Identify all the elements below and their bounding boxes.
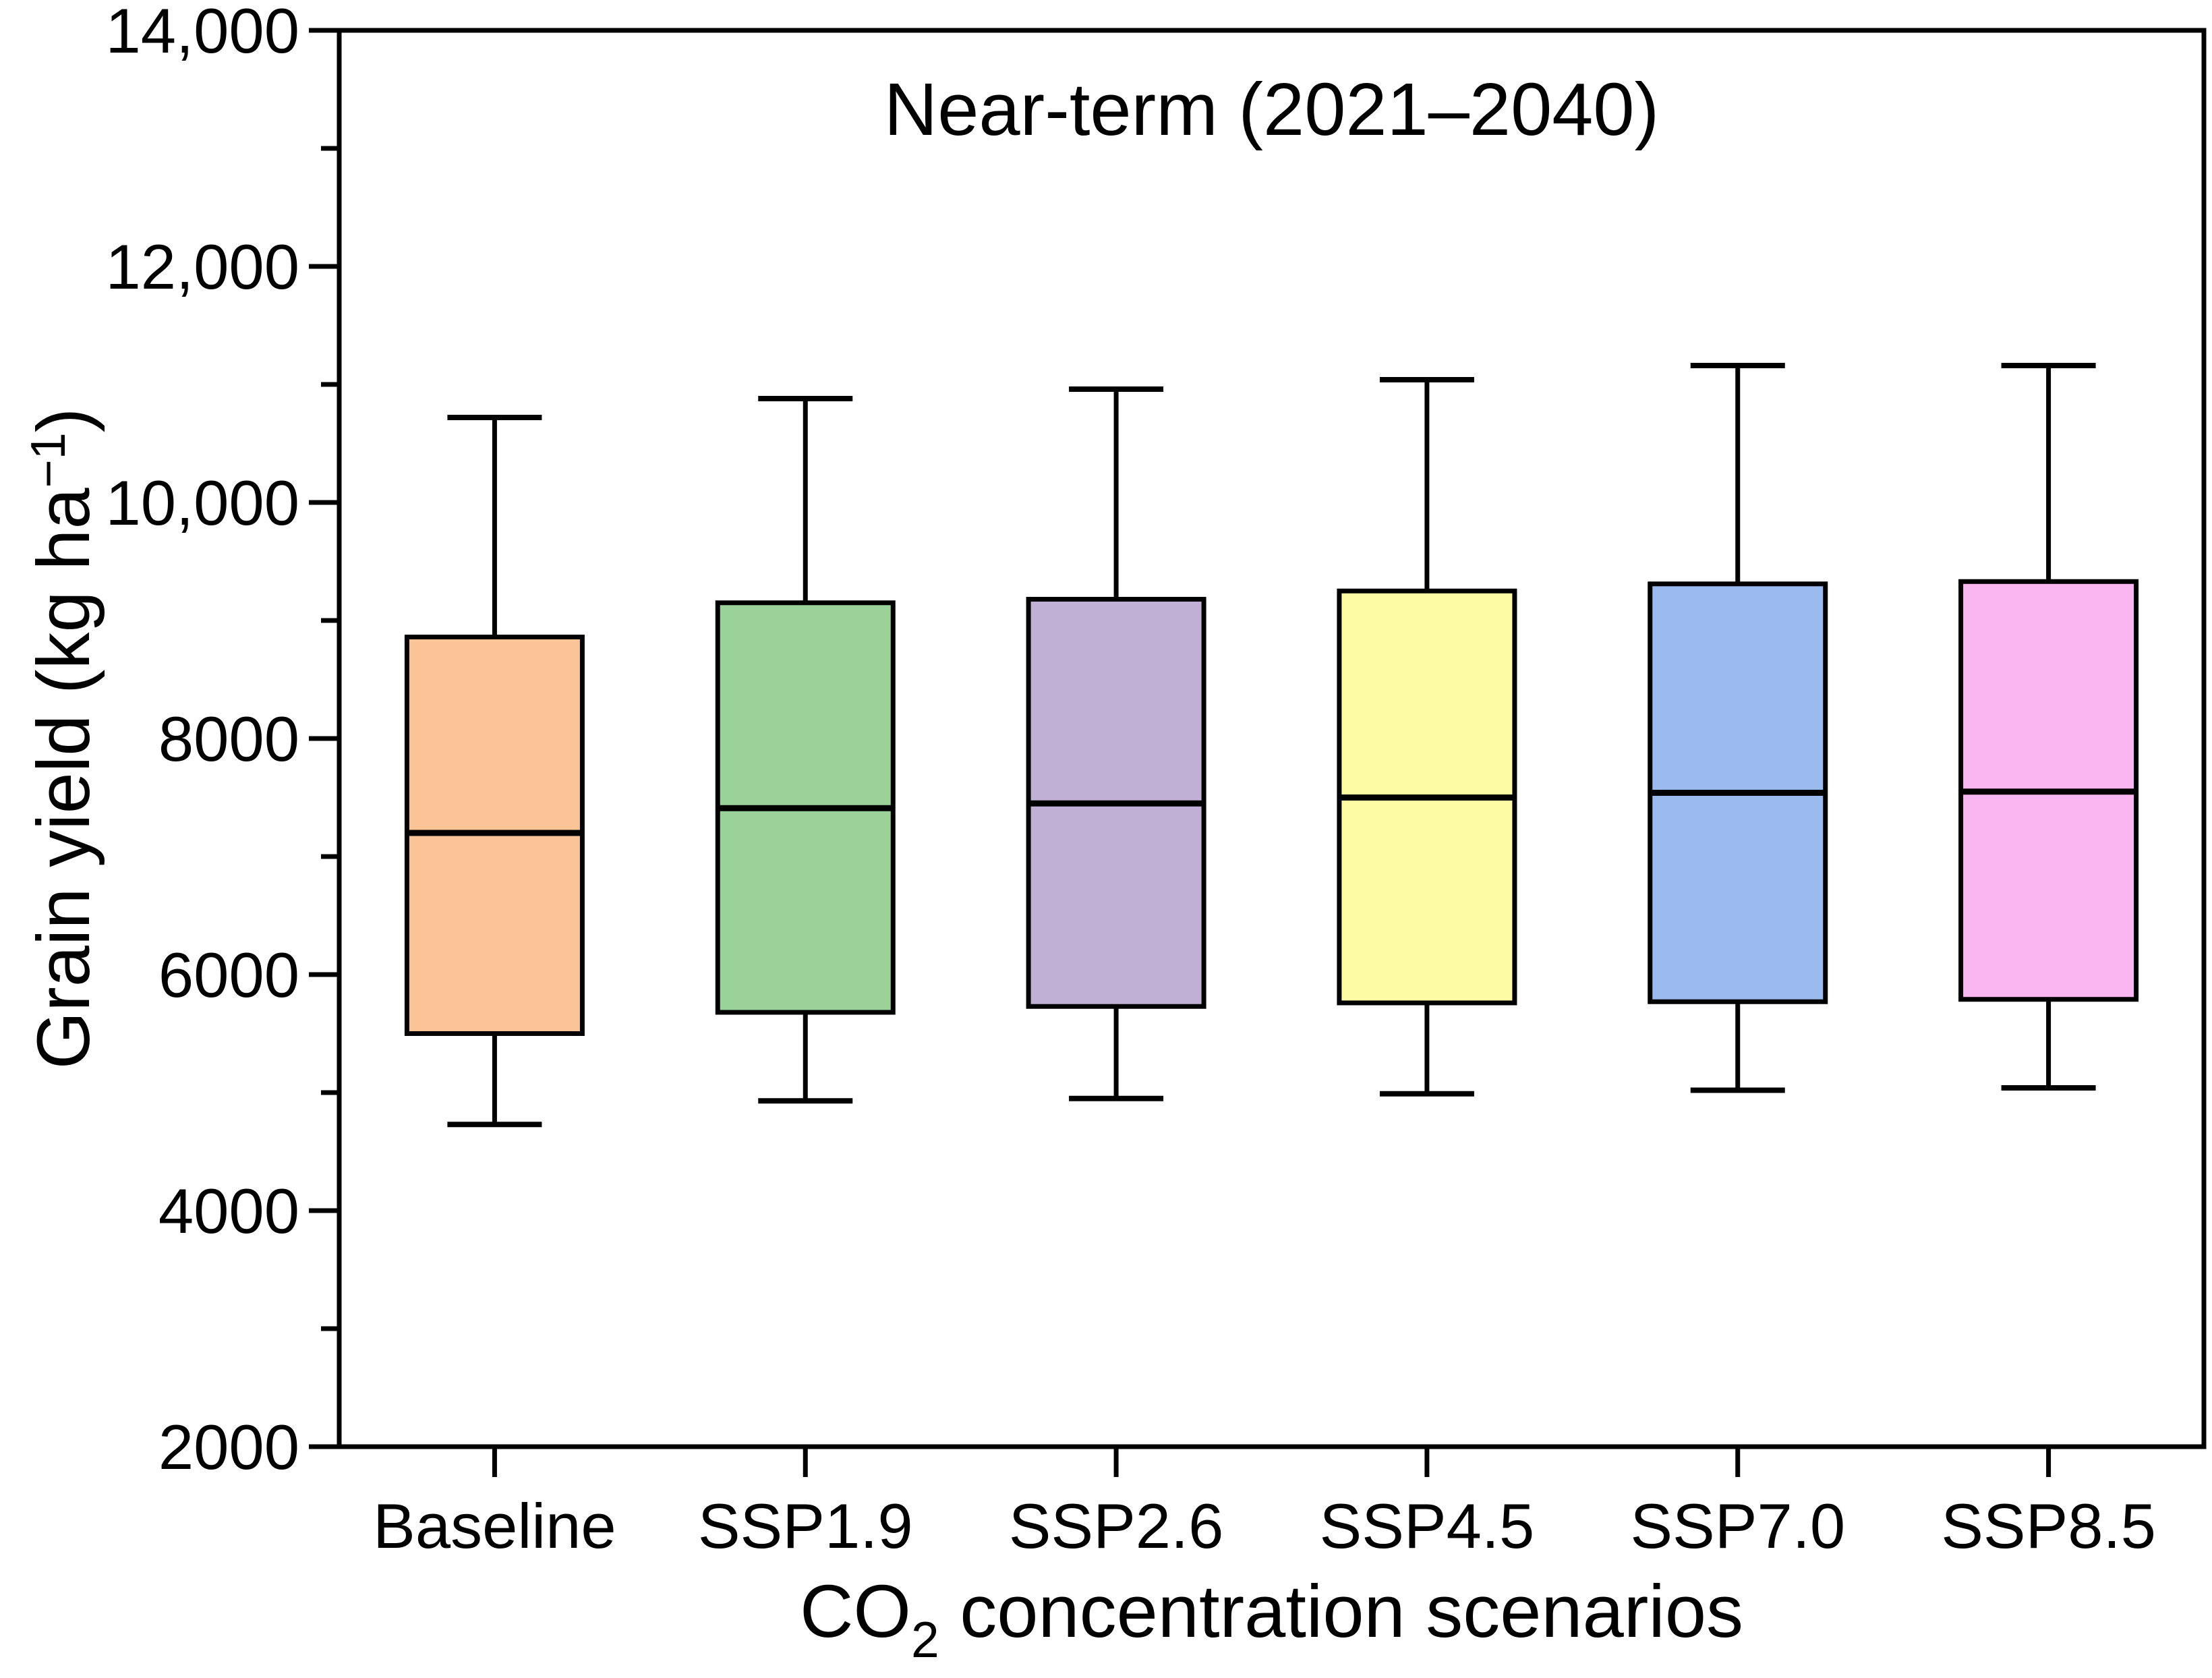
y-axis-title-text: Grain yield (kg ha xyxy=(22,488,105,1070)
y-axis-title: Grain yield (kg ha−1) xyxy=(19,30,109,1447)
x-axis-title-subscript: 2 xyxy=(910,1611,939,1668)
y-axis-title-suffix: ) xyxy=(22,407,105,433)
x-tick-label: SSP7.0 xyxy=(1630,1491,1845,1561)
x-axis-title: CO2 concentration scenarios xyxy=(339,1570,2204,1669)
x-tick-label: Baseline xyxy=(373,1491,616,1561)
y-tick-label: 8000 xyxy=(158,703,299,774)
x-axis-title-suffix: concentration scenarios xyxy=(939,1570,1744,1653)
y-tick-label: 10,000 xyxy=(105,467,299,538)
x-tick-label: SSP8.5 xyxy=(1941,1491,2156,1561)
y-tick-label: 6000 xyxy=(158,939,299,1010)
y-tick-label: 4000 xyxy=(158,1176,299,1246)
plot-frame xyxy=(337,28,2207,1449)
y-tick-label: 12,000 xyxy=(105,231,299,302)
x-axis-title-text: CO xyxy=(799,1570,911,1653)
x-tick-label: SSP1.9 xyxy=(698,1491,913,1561)
x-tick-label: SSP2.6 xyxy=(1009,1491,1224,1561)
y-axis-title-superscript: −1 xyxy=(22,432,76,488)
chart-title: Near-term (2021–2040) xyxy=(883,68,1660,151)
x-tick-label: SSP4.5 xyxy=(1320,1491,1535,1561)
y-tick-label: 14,000 xyxy=(105,0,299,66)
y-tick-label: 2000 xyxy=(158,1412,299,1482)
